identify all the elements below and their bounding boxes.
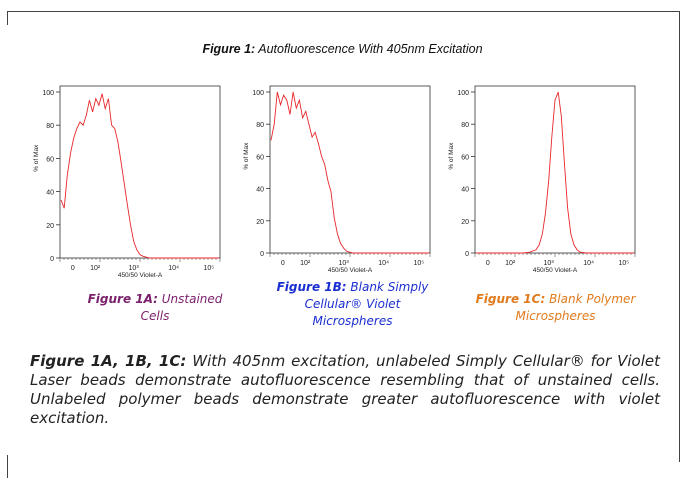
plot-frame-1c	[474, 85, 636, 254]
xaxis-label-1a: 450/50 Violet-A	[118, 272, 163, 279]
ytick-label-1b-40: 40	[256, 187, 264, 194]
ytick-label-1b-60: 60	[256, 154, 264, 161]
figure-caption: Figure 1A, 1B, 1C: With 405nm excitation…	[30, 352, 660, 427]
histogram-line-1b	[270, 91, 429, 254]
frame-left-edge	[7, 11, 8, 25]
xtick-label-1a-3: 10⁴	[168, 265, 179, 272]
frame-left-edge-lower	[7, 455, 8, 478]
xaxis-label-1c: 450/50 Violet-A	[533, 267, 578, 274]
xtick-label-1a-0: 0	[71, 265, 75, 272]
ytick-label-1b-100: 100	[252, 90, 264, 97]
ytick-label-1b-80: 80	[256, 122, 264, 129]
xtick-label-1b-1: 10²	[300, 260, 311, 267]
xtick-label-1c-4: 10⁵	[618, 260, 629, 267]
ytick-label-1c-100: 100	[457, 90, 469, 97]
ytick-label-1a-80: 80	[46, 123, 54, 130]
xtick-label-1a-1: 10²	[90, 265, 101, 272]
xtick-label-1b-2: 10³	[339, 260, 350, 267]
ytick-label-1c-80: 80	[461, 122, 469, 129]
xtick-label-1c-2: 10³	[544, 260, 555, 267]
ytick-label-1c-40: 40	[461, 187, 469, 194]
xaxis-label-1b: 450/50 Violet-A	[328, 267, 373, 274]
xtick-label-1b-3: 10⁴	[378, 260, 389, 267]
ytick-label-1c-60: 60	[461, 154, 469, 161]
ytick-label-1a-20: 20	[46, 223, 54, 230]
xtick-label-1a-2: 10³	[129, 265, 140, 272]
ytick-label-1b-20: 20	[256, 219, 264, 226]
ytick-label-1a-0: 0	[50, 256, 54, 263]
xtick-label-1b-4: 10⁵	[413, 260, 424, 267]
caption-figure-1a: Figure 1A: Unstained Cells	[87, 292, 223, 323]
caption-figure-1b: Figure 1B: Blank Simply Cellular® Violet…	[276, 280, 429, 328]
ytick-label-1a-40: 40	[46, 190, 54, 197]
ytick-label-1b-0: 0	[260, 251, 264, 258]
figure-title: Figure 1: Autofluorescence With 405nm Ex…	[202, 42, 483, 56]
yaxis-label-1c: % of Max	[448, 142, 455, 170]
xtick-label-1c-1: 10²	[505, 260, 516, 267]
caption-figure-1c: Figure 1C: Blank Polymer Microspheres	[475, 292, 636, 323]
ytick-label-1a-60: 60	[46, 156, 54, 163]
ytick-label-1c-20: 20	[461, 219, 469, 226]
plot-frame-1a	[59, 85, 221, 259]
histogram-line-1c	[476, 91, 634, 254]
xtick-label-1a-4: 10⁵	[203, 265, 214, 272]
xtick-label-1c-3: 10⁴	[583, 260, 594, 267]
ytick-label-1a-100: 100	[42, 90, 54, 97]
xtick-label-1b-0: 0	[281, 260, 285, 267]
ytick-label-1c-0: 0	[465, 251, 469, 258]
yaxis-label-1a: % of Max	[33, 144, 40, 172]
yaxis-label-1b: % of Max	[243, 142, 250, 170]
plot-frame-1b	[269, 85, 431, 254]
histogram-line-1a	[60, 93, 219, 259]
figure-frame	[7, 11, 680, 462]
xtick-label-1c-0: 0	[486, 260, 490, 267]
